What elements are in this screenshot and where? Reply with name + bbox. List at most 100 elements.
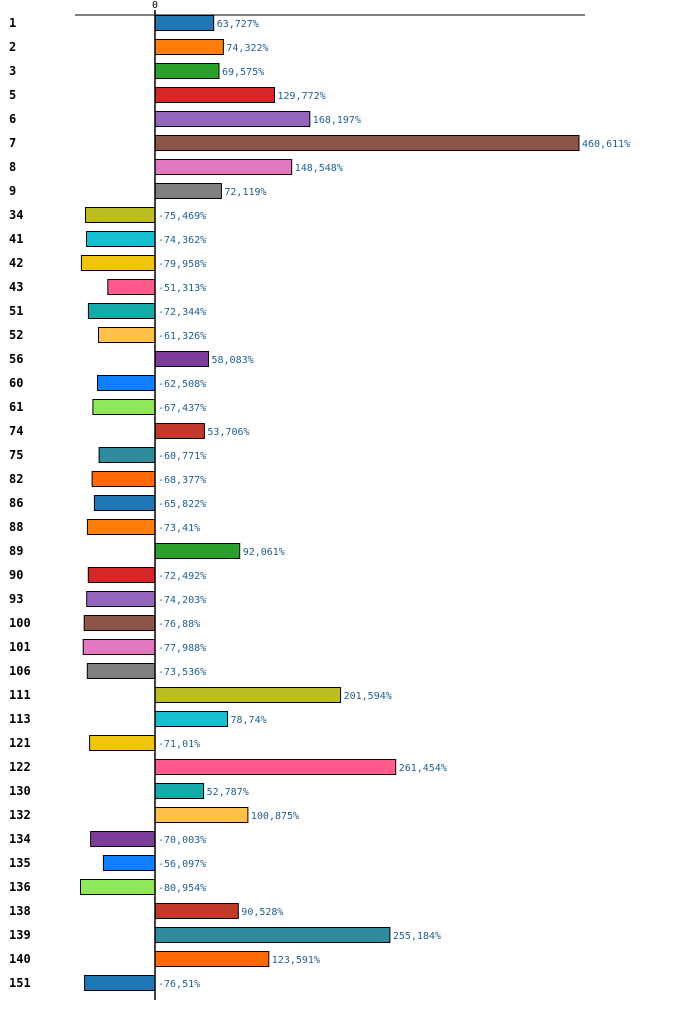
- bar-75: [98, 447, 156, 463]
- bar-88: [86, 519, 156, 535]
- category-label-52: 52: [9, 328, 23, 342]
- category-label-34: 34: [9, 208, 23, 222]
- value-label-90: -72,492%: [158, 571, 206, 582]
- bar-56: [154, 351, 209, 367]
- value-label-3: 69,575%: [222, 67, 264, 78]
- bar-106: [86, 663, 156, 679]
- value-label-88: -73,41%: [158, 523, 200, 534]
- category-label-135: 135: [9, 856, 31, 870]
- value-label-135: -56,097%: [158, 859, 206, 870]
- category-label-41: 41: [9, 232, 23, 246]
- value-label-134: -70,003%: [158, 835, 206, 846]
- value-label-51: -72,344%: [158, 307, 206, 318]
- value-label-6: 168,197%: [313, 115, 361, 126]
- bar-132: [154, 807, 249, 823]
- category-label-3: 3: [9, 64, 16, 78]
- value-label-122: 261,454%: [399, 763, 447, 774]
- value-label-93: -74,203%: [158, 595, 206, 606]
- value-label-136: -80,954%: [158, 883, 206, 894]
- bar-130: [154, 783, 205, 799]
- category-label-111: 111: [9, 688, 31, 702]
- category-label-106: 106: [9, 664, 31, 678]
- value-label-86: -65,822%: [158, 499, 206, 510]
- value-label-140: 123,591%: [272, 955, 320, 966]
- category-label-90: 90: [9, 568, 23, 582]
- value-label-132: 100,875%: [251, 811, 299, 822]
- value-label-139: 255,184%: [393, 931, 441, 942]
- category-label-56: 56: [9, 352, 23, 366]
- category-label-132: 132: [9, 808, 31, 822]
- category-label-89: 89: [9, 544, 23, 558]
- category-label-122: 122: [9, 760, 31, 774]
- value-label-130: 52,787%: [207, 787, 249, 798]
- category-label-9: 9: [9, 184, 16, 198]
- bar-139: [154, 927, 391, 943]
- bar-60: [97, 375, 156, 391]
- bar-101: [82, 639, 156, 655]
- bar-74: [154, 423, 205, 439]
- category-label-151: 151: [9, 976, 31, 990]
- value-label-75: -60,771%: [158, 451, 206, 462]
- bar-135: [102, 855, 156, 871]
- category-label-130: 130: [9, 784, 31, 798]
- category-label-86: 86: [9, 496, 23, 510]
- value-label-151: -76,51%: [158, 979, 200, 990]
- bar-140: [154, 951, 270, 967]
- value-label-7: 460,611%: [582, 139, 630, 150]
- value-label-43: -51,313%: [158, 283, 206, 294]
- bar-100: [83, 615, 156, 631]
- bar-42: [80, 255, 156, 271]
- category-label-82: 82: [9, 472, 23, 486]
- category-label-43: 43: [9, 280, 23, 294]
- bar-111: [154, 687, 342, 703]
- bar-8: [154, 159, 293, 175]
- category-label-61: 61: [9, 400, 23, 414]
- bar-52: [98, 327, 156, 343]
- value-label-34: -75,469%: [158, 211, 206, 222]
- category-label-88: 88: [9, 520, 23, 534]
- bar-41: [86, 231, 156, 247]
- bar-1: [154, 15, 215, 31]
- value-label-60: -62,508%: [158, 379, 206, 390]
- bar-7: [154, 135, 580, 151]
- category-label-134: 134: [9, 832, 31, 846]
- bar-82: [91, 471, 156, 487]
- value-label-89: 92,061%: [243, 547, 285, 558]
- bar-3: [154, 63, 220, 79]
- category-label-74: 74: [9, 424, 23, 438]
- category-label-138: 138: [9, 904, 31, 918]
- category-label-93: 93: [9, 592, 23, 606]
- value-label-106: -73,536%: [158, 667, 206, 678]
- bar-61: [92, 399, 156, 415]
- value-label-8: 148,548%: [295, 163, 343, 174]
- category-label-139: 139: [9, 928, 31, 942]
- bar-134: [90, 831, 156, 847]
- bar-136: [80, 879, 156, 895]
- value-label-121: -71,01%: [158, 739, 200, 750]
- category-label-75: 75: [9, 448, 23, 462]
- category-label-100: 100: [9, 616, 31, 630]
- value-label-5: 129,772%: [278, 91, 326, 102]
- category-label-121: 121: [9, 736, 31, 750]
- bar-51: [87, 303, 156, 319]
- category-label-5: 5: [9, 88, 16, 102]
- bar-122: [154, 759, 397, 775]
- value-label-1: 63,727%: [217, 19, 259, 30]
- category-label-101: 101: [9, 640, 31, 654]
- bar-5: [154, 87, 275, 103]
- bar-86: [93, 495, 156, 511]
- value-label-138: 90,528%: [241, 907, 283, 918]
- bar-34: [85, 207, 156, 223]
- bar-151: [84, 975, 156, 991]
- bar-93: [86, 591, 156, 607]
- category-label-51: 51: [9, 304, 23, 318]
- value-label-56: 58,083%: [212, 355, 254, 366]
- value-label-41: -74,362%: [158, 235, 206, 246]
- category-label-140: 140: [9, 952, 31, 966]
- value-label-2: 74,322%: [226, 43, 268, 54]
- category-label-8: 8: [9, 160, 16, 174]
- value-label-61: -67,437%: [158, 403, 206, 414]
- category-label-42: 42: [9, 256, 23, 270]
- value-label-82: -68,377%: [158, 475, 206, 486]
